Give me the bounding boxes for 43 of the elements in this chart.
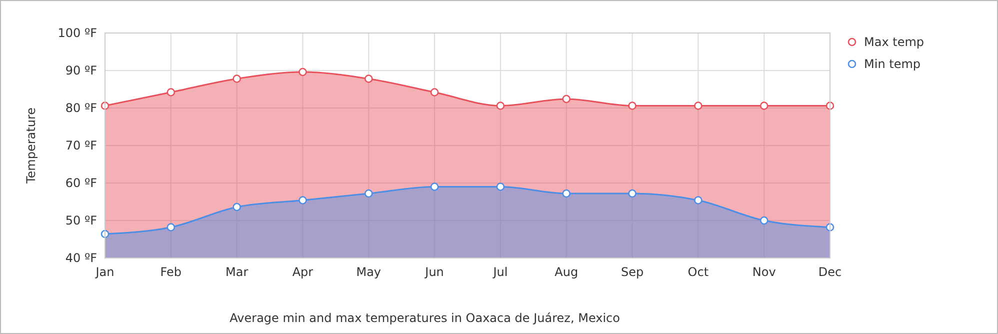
point: [364, 189, 373, 198]
x-tick-label: May: [356, 265, 382, 279]
y-tick-label: 40 ºF: [65, 251, 98, 266]
point: [298, 196, 307, 204]
y-tick-label: 50 ºF: [65, 214, 98, 228]
x-tick-label: Jul: [492, 265, 508, 279]
x-tick-label: Mar: [226, 265, 248, 279]
point: [298, 68, 307, 76]
point: [628, 189, 636, 198]
point: [232, 202, 241, 212]
legend-label: Min temp: [864, 57, 921, 71]
text: Average min and max temperatures in Oaxaca de Juárez, Mexico: [230, 311, 620, 325]
point: [166, 88, 176, 96]
x-tick-label: Nov: [752, 265, 776, 279]
point: [364, 74, 373, 83]
x-tick-label: Apr: [292, 265, 314, 279]
point: [562, 94, 571, 104]
y-axis-title: Temperature: [24, 107, 38, 185]
y-tick-label: 80 ºF: [65, 101, 98, 116]
x-tick-label: Sep: [620, 265, 644, 279]
x-tick-label: Jun: [424, 265, 444, 279]
point: [562, 189, 571, 198]
x-tick-label: Oct: [688, 265, 709, 279]
y-tick-label: 90 ºF: [65, 64, 98, 78]
x-tick-label: Jan: [94, 265, 114, 279]
point: [628, 102, 636, 110]
y-tick-label: 100 ºF: [58, 26, 98, 40]
x-tick-label: Feb: [160, 265, 182, 279]
point: [694, 196, 702, 204]
point: [760, 102, 768, 110]
y-tick-label: 60 ºF: [65, 176, 98, 190]
point: [694, 102, 702, 110]
point: [760, 216, 768, 225]
x-tick-label: Dec: [818, 265, 842, 279]
point: [430, 182, 439, 191]
point: [232, 74, 241, 83]
x-tick-label: Aug: [554, 265, 578, 279]
legend-label: Max temp: [864, 35, 924, 49]
y-tick-label: 70 ºF: [65, 138, 98, 153]
point: [496, 182, 505, 191]
point: [496, 102, 505, 110]
point: [166, 223, 176, 232]
point: [430, 88, 439, 96]
